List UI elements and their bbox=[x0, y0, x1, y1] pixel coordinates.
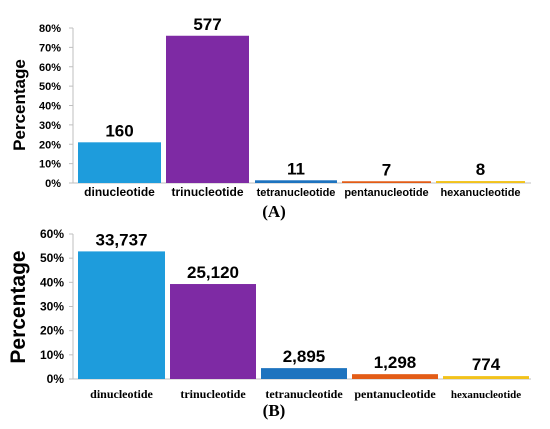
x-tick-label: hexanucleotide bbox=[451, 389, 521, 401]
bar-dinucleotide bbox=[78, 251, 165, 379]
data-label-pentanucleotide: 7 bbox=[382, 160, 391, 179]
y-tick-label: 30% bbox=[39, 120, 61, 132]
bar-pentanucleotide bbox=[352, 374, 438, 379]
x-tick-label: trinucleotide bbox=[180, 387, 246, 401]
y-tick-label: 40% bbox=[40, 275, 64, 289]
x-tick-label: trinucleotide bbox=[171, 185, 243, 199]
y-tick-label: 30% bbox=[40, 300, 64, 314]
y-tick-label: 20% bbox=[39, 139, 61, 151]
y-axis-label: Percentage bbox=[7, 250, 30, 363]
data-label-pentanucleotide: 1,298 bbox=[374, 353, 417, 372]
y-tick-label: 60% bbox=[39, 62, 61, 74]
chart-panel-b: 0% 10% 20% 30% 40% 50% 60% 33,737 dinucleotide 25… bbox=[7, 227, 531, 420]
bar-hexanucleotide bbox=[443, 376, 529, 379]
y-tick-label: 80% bbox=[39, 23, 61, 35]
y-tick-label: 50% bbox=[39, 81, 61, 93]
data-label-tetranucleotide: 2,895 bbox=[283, 347, 326, 366]
y-tick-label: 60% bbox=[40, 227, 64, 241]
bar-tetranucleotide bbox=[255, 180, 337, 183]
y-tick-label: 0% bbox=[45, 178, 61, 190]
panel-label: (A) bbox=[262, 202, 286, 221]
data-label-trinucleotide: 25,120 bbox=[187, 263, 239, 282]
y-tick-label: 0% bbox=[47, 372, 65, 386]
y-tick-label: 20% bbox=[40, 324, 64, 338]
x-tick-label: pentanucleotide bbox=[344, 187, 428, 199]
bar-pentanucleotide bbox=[342, 181, 431, 183]
y-tick-label: 10% bbox=[39, 159, 61, 171]
data-label-tetranucleotide: 11 bbox=[287, 159, 305, 178]
y-tick-label: 70% bbox=[39, 42, 61, 54]
x-tick-label: dinucleotide bbox=[90, 387, 153, 401]
data-label-hexanucleotide: 8 bbox=[476, 160, 485, 179]
bar-trinucleotide bbox=[170, 284, 256, 379]
x-tick-label: tetranucleotide bbox=[257, 187, 336, 199]
data-label-trinucleotide: 577 bbox=[193, 15, 221, 34]
data-label-dinucleotide: 33,737 bbox=[96, 230, 148, 249]
y-tick-label: 10% bbox=[40, 348, 64, 362]
bar-dinucleotide bbox=[78, 142, 161, 183]
panel-label: (B) bbox=[263, 401, 286, 420]
chart-panel-a: 0% 10% 20% 30% 40% 50% 60% 70% 80% 160 dinucleotid… bbox=[10, 15, 531, 221]
x-tick-label: hexanucleotide bbox=[440, 187, 520, 199]
data-label-hexanucleotide: 774 bbox=[472, 355, 501, 374]
data-label-dinucleotide: 160 bbox=[105, 121, 133, 140]
bar-hexanucleotide bbox=[436, 181, 525, 183]
y-tick-label: 40% bbox=[39, 101, 61, 113]
y-axis-label: Percentage bbox=[10, 59, 29, 151]
x-tick-label: pentanucleotide bbox=[354, 387, 436, 401]
y-tick-label: 50% bbox=[40, 251, 64, 265]
x-tick-label: tetranucleotide bbox=[265, 387, 343, 401]
bar-tetranucleotide bbox=[261, 368, 347, 379]
bar-trinucleotide bbox=[166, 35, 249, 183]
x-tick-label: dinucleotide bbox=[84, 185, 155, 199]
